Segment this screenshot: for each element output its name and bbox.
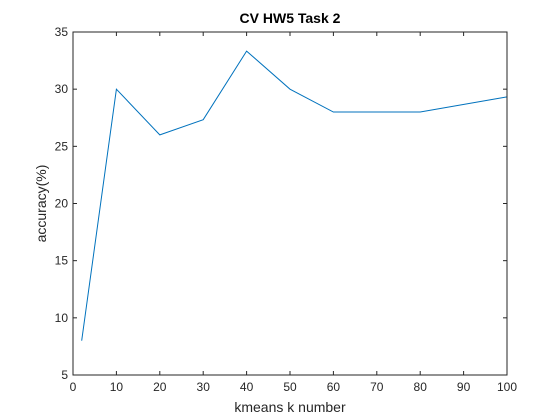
plot-area [73, 32, 507, 375]
x-tick-label: 80 [414, 380, 428, 394]
x-tick-label: 90 [457, 380, 471, 394]
axes-box [72, 31, 508, 376]
x-tick-label: 30 [197, 380, 211, 394]
y-tick-label: 30 [55, 82, 69, 96]
y-tick-label: 10 [55, 311, 69, 325]
y-tick-label: 20 [55, 197, 69, 211]
x-tick-label: 20 [153, 380, 167, 394]
chart-title: CV HW5 Task 2 [240, 10, 341, 26]
x-tick-label: 50 [283, 380, 297, 394]
x-tick-label: 70 [370, 380, 384, 394]
x-tick-label: 100 [497, 380, 517, 394]
axes-frame [72, 31, 508, 376]
x-tick-label: 0 [70, 380, 77, 394]
x-tick-label: 40 [240, 380, 254, 394]
y-tick-label: 5 [61, 368, 68, 382]
tick-labels: 0 10 20 30 40 50 60 70 80 90 100 5 10 15 20 25 30 35 [55, 25, 518, 394]
y-tick-label: 15 [55, 254, 69, 268]
x-tick-label: 60 [327, 380, 341, 394]
series-line [81, 50, 508, 341]
x-tick-label: 10 [110, 380, 124, 394]
y-tick-label: 25 [55, 139, 69, 153]
y-tick-label: 35 [55, 25, 69, 39]
x-axis-title: kmeans k number [234, 399, 346, 415]
y-axis-title: accuracy(%) [33, 165, 49, 243]
